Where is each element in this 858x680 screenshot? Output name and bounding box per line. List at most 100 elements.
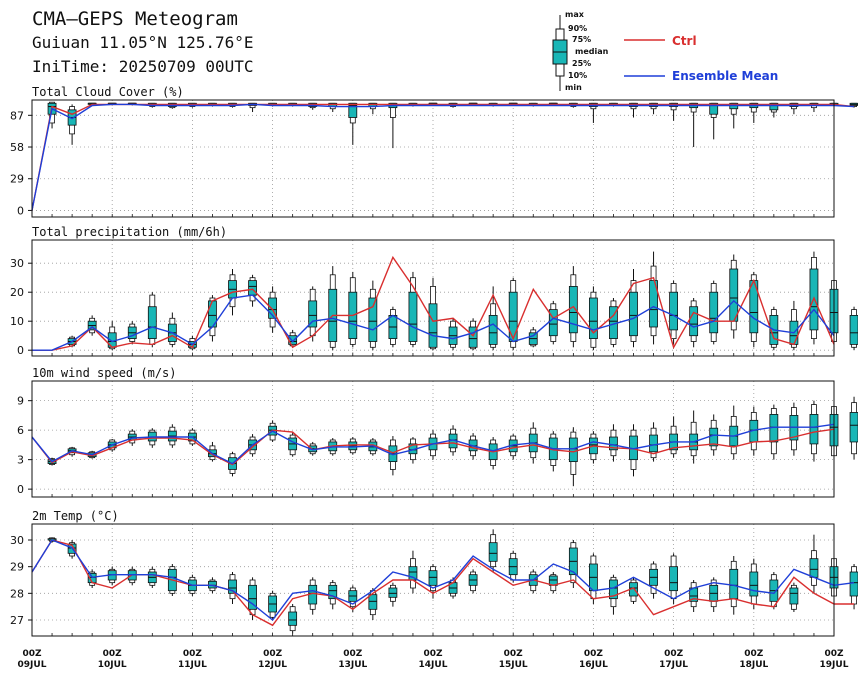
box-iqr: [809, 558, 819, 578]
legend-box-label-p75: 75%: [572, 35, 592, 44]
x-tick-label-time: 00Z: [183, 649, 203, 659]
box-22: [468, 569, 478, 594]
x-tick-label-time: 00Z: [22, 649, 42, 659]
box-iqr: [849, 412, 858, 443]
box-19: [408, 271, 418, 348]
box-5: [127, 321, 137, 345]
ctrl-line: [31, 539, 854, 627]
x-tick-label-time: 00Z: [584, 649, 604, 659]
box-16: [348, 437, 358, 455]
box-iqr: [609, 579, 618, 600]
box-4: [107, 321, 117, 351]
x-tick-label-date: 13JUL: [338, 660, 367, 670]
legend-ctrl-label: Ctrl: [672, 34, 697, 48]
y-tick-label: 20: [10, 286, 24, 299]
box-iqr: [669, 291, 678, 331]
box-36: [749, 558, 759, 610]
y-tick-label: 29: [10, 561, 24, 574]
box-29: [609, 574, 618, 615]
x-tick-label-time: 00Z: [423, 649, 443, 659]
y-tick-label: 58: [10, 141, 24, 154]
box-31: [649, 561, 658, 599]
box-20: [428, 277, 438, 351]
panel-1-title: Total Cloud Cover (%): [32, 85, 184, 99]
box-iqr: [689, 306, 699, 337]
panel-2: Total precipitation (mm/6h) 0 10 20 30: [10, 225, 858, 357]
box-2: [67, 104, 77, 145]
box-26: [548, 300, 558, 345]
ensemble-mean-line: [31, 103, 855, 211]
box-31: [649, 422, 658, 462]
box-41: [849, 564, 858, 610]
box-3: [87, 315, 97, 336]
ensemble-mean-line: [32, 294, 835, 351]
box-23: [488, 529, 498, 572]
box-17: [368, 280, 378, 351]
panel-3-title: 10m wind speed (m/s): [32, 366, 177, 380]
ctrl-line: [31, 103, 855, 211]
x-tick-label-time: 00Z: [504, 649, 524, 659]
box-21: [448, 318, 458, 351]
box-iqr: [849, 314, 858, 345]
box-23: [488, 437, 498, 470]
box-iqr: [568, 437, 578, 463]
box-iqr: [749, 571, 759, 597]
ensemble-mean-line: [31, 539, 855, 621]
box-iqr: [468, 326, 478, 348]
y-tick-label: 28: [10, 587, 24, 600]
box-iqr: [649, 280, 658, 328]
panel-2-title: Total precipitation (mm/6h): [32, 225, 227, 239]
panel-1: Total Cloud Cover (%) 0 29 58 87: [10, 85, 858, 218]
x-tick-label-time: 00Z: [103, 649, 123, 659]
box-iqr: [629, 291, 638, 337]
box-18: [388, 436, 398, 476]
box-35: [729, 405, 739, 460]
box-iqr: [228, 579, 237, 594]
x-tick-label-date: 10JUL: [98, 660, 127, 670]
box-36: [749, 102, 759, 123]
box-34: [709, 280, 719, 345]
x-tick-label-date: 14JUL: [419, 660, 448, 670]
box-11: [248, 577, 257, 620]
legend-box-label-p90: 90%: [568, 24, 588, 33]
box-28: [589, 102, 598, 123]
box-39: [809, 534, 819, 594]
box-15: [328, 580, 338, 610]
y-tick-label: 0: [17, 344, 24, 357]
x-tick-label-date: 16JUL: [579, 660, 608, 670]
box-iqr: [308, 300, 318, 328]
box-13: [288, 432, 298, 457]
box-16: [348, 585, 358, 612]
box-iqr: [268, 297, 278, 319]
box-19: [408, 550, 418, 594]
box-38: [789, 402, 799, 456]
box-33: [689, 410, 699, 464]
legend-mean-label: Ensemble Mean: [672, 69, 779, 83]
x-tick-label-date: 09JUL: [18, 660, 47, 670]
y-tick-label: 10: [10, 315, 24, 328]
y-tick-label: 6: [17, 424, 24, 437]
box-41: [849, 396, 858, 460]
x-tick-label-time: 00Z: [744, 649, 764, 659]
box-11: [248, 274, 257, 307]
box-16: [348, 102, 358, 145]
box-16: [348, 271, 358, 348]
box-iqr: [849, 571, 858, 597]
x-tick-label-date: 11JUL: [178, 660, 207, 670]
box-iqr: [729, 268, 739, 322]
x-tick-label-date: 19JUL: [820, 660, 849, 670]
x-tick-label-date: 18JUL: [739, 660, 768, 670]
box-38: [789, 582, 799, 612]
box-36: [749, 271, 759, 348]
meteogram-title: CMA–GEPS Meteogram: [32, 8, 238, 30]
y-tick-label: 3: [17, 454, 24, 467]
box-iqr: [709, 102, 719, 115]
x-tick-label-time: 00Z: [263, 649, 283, 659]
x-tick-label-date: 17JUL: [659, 660, 688, 670]
box-iqr: [709, 291, 719, 334]
initime-label: IniTime: 20250709 00UTC: [32, 57, 254, 76]
box-25: [528, 327, 538, 348]
legend-box-glyph: [552, 15, 568, 91]
y-tick-label: 0: [17, 204, 24, 217]
box-iqr: [388, 587, 398, 598]
